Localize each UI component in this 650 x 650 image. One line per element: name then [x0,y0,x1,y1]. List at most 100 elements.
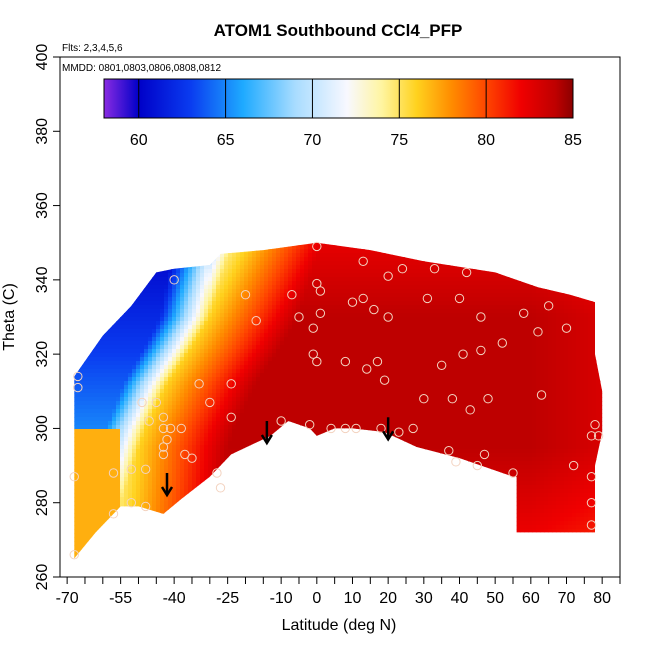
heatmap-cell [148,369,153,374]
heatmap-cell [112,369,117,374]
heatmap-cell [104,413,109,418]
heatmap-cell [208,465,213,470]
heatmap-cell [140,453,145,458]
heatmap-cell [164,277,169,282]
heatmap-cell [132,337,137,342]
heatmap-cell [100,513,105,518]
heatmap-cell [148,417,153,422]
heatmap-cell [196,393,201,398]
heatmap-cell [128,489,133,494]
heatmap-cell [168,369,173,374]
heatmap-cell [128,317,133,322]
heatmap-cell [124,489,129,494]
heatmap-cell [180,353,185,358]
heatmap-cell [204,301,209,306]
heatmap-cell [156,369,161,374]
heatmap-cell [84,425,89,430]
heatmap-cell [132,361,137,366]
heatmap-cell [76,469,81,474]
heatmap-cell [80,501,85,506]
heatmap-cell [160,417,165,422]
heatmap-cell [180,313,185,318]
heatmap-cell [156,437,161,442]
heatmap-cell [108,369,113,374]
heatmap-cell [128,361,133,366]
heatmap-cell [88,373,93,378]
heatmap-cell [132,437,137,442]
heatmap-cell [128,445,133,450]
heatmap-cell [128,485,133,490]
heatmap-cell [196,453,201,458]
heatmap-cell [160,389,165,394]
heatmap-cell [136,309,141,314]
heatmap-cell [128,417,133,422]
heatmap-cell [116,437,121,442]
heatmap-cell [212,277,217,282]
heatmap-cell [96,489,101,494]
heatmap-cell [156,429,161,434]
heatmap-cell [76,385,81,390]
heatmap-cell [84,433,89,438]
heatmap-cell [168,469,173,474]
heatmap-cell [156,321,161,326]
heatmap-cell [160,393,165,398]
heatmap-cell [180,281,185,286]
heatmap-cell [196,265,201,270]
heatmap-cell [172,465,177,470]
heatmap-cell [156,501,161,506]
heatmap-cell [108,513,113,518]
heatmap-cell [144,357,149,362]
heatmap-cell [184,273,189,278]
heatmap-cell [204,401,209,406]
heatmap-cell [76,397,81,402]
heatmap-cell [208,265,213,270]
heatmap-cell [144,441,149,446]
heatmap-cell [152,429,157,434]
heatmap-cell [132,421,137,426]
heatmap-cell [112,437,117,442]
heatmap-cell [92,445,97,450]
heatmap-cell [164,437,169,442]
heatmap-cell [176,449,181,454]
heatmap-cell [200,281,205,286]
heatmap-cell [176,293,181,298]
heatmap-cell [192,329,197,334]
heatmap-cell [116,429,121,434]
heatmap-cell [80,469,85,474]
heatmap-cell [108,377,113,382]
heatmap-cell [84,521,89,526]
heatmap-cell [164,401,169,406]
heatmap-cell [156,405,161,410]
heatmap-cell [84,481,89,486]
heatmap-cell [74,481,77,486]
heatmap-cell [116,369,121,374]
heatmap-cell [156,397,161,402]
heatmap-cell [200,321,205,326]
heatmap-cell [128,329,133,334]
heatmap-cell [136,397,141,402]
heatmap-cell [128,325,133,330]
heatmap-cell [188,325,193,330]
heatmap-cell [96,385,101,390]
heatmap-cell [176,297,181,302]
heatmap-cell [104,473,109,478]
heatmap-cell [200,365,205,370]
heatmap-cell [112,493,117,498]
heatmap-cell [100,473,105,478]
heatmap-cell [76,533,81,538]
heatmap-cell [168,501,173,506]
heatmap-cell [168,365,173,370]
heatmap-cell [140,461,145,466]
heatmap-cell [148,437,153,442]
heatmap-cell [208,273,213,278]
heatmap-cell [74,521,77,526]
heatmap-cell [120,493,125,498]
heatmap-cell [144,465,149,470]
heatmap-cell [156,389,161,394]
heatmap-cell [88,433,93,438]
heatmap-cell [136,425,141,430]
heatmap-cell [140,481,145,486]
heatmap-cell [152,481,157,486]
heatmap-cell [120,333,125,338]
heatmap-cell [168,341,173,346]
